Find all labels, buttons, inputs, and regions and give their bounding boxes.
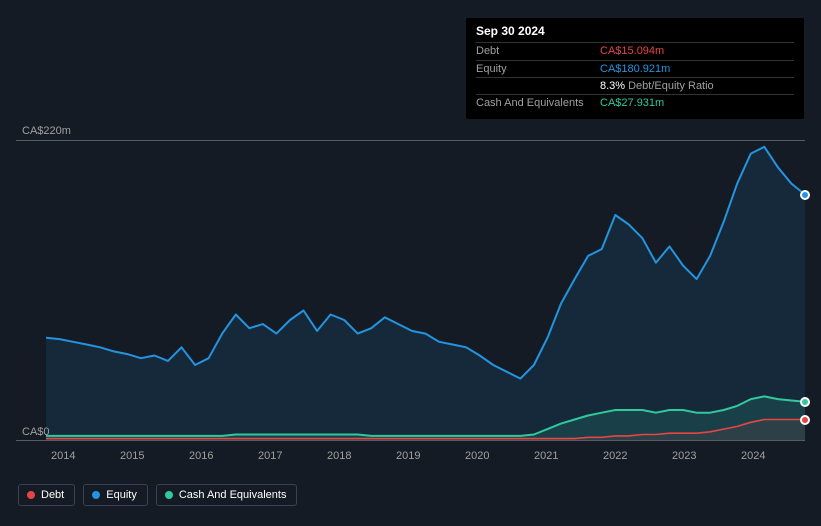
tooltip-row: DebtCA$15.094m [476, 42, 794, 59]
legend-item[interactable]: Cash And Equivalents [156, 484, 298, 506]
tooltip-row-label: Cash And Equivalents [476, 97, 600, 110]
x-axis-tick: 2022 [603, 450, 627, 462]
tooltip-row: 8.3%Debt/Equity Ratio [476, 77, 794, 94]
legend-item-label: Debt [41, 489, 64, 501]
legend-item[interactable]: Equity [83, 484, 148, 506]
tooltip-row-label: Debt [476, 45, 600, 58]
legend-item-label: Cash And Equivalents [179, 489, 287, 501]
legend-dot-icon [27, 491, 35, 499]
x-axis-tick: 2014 [51, 450, 75, 462]
tooltip-row-value: CA$27.931m [600, 97, 664, 110]
legend-item[interactable]: Debt [18, 484, 75, 506]
series-end-marker [800, 415, 810, 425]
tooltip-row-value: CA$180.921m [600, 63, 670, 76]
x-axis-tick: 2017 [258, 450, 282, 462]
x-axis-tick: 2021 [534, 450, 558, 462]
legend: Debt Equity Cash And Equivalents [18, 484, 297, 506]
tooltip-row-value: CA$15.094m [600, 45, 664, 58]
area-chart [46, 140, 805, 440]
legend-dot-icon [92, 491, 100, 499]
x-axis-tick: 2024 [741, 450, 765, 462]
tooltip-row: EquityCA$180.921m [476, 60, 794, 77]
x-axis-tick: 2016 [189, 450, 213, 462]
tooltip-panel: Sep 30 2024 DebtCA$15.094mEquityCA$180.9… [466, 18, 804, 119]
series-end-marker [800, 397, 810, 407]
tooltip-row-label: Equity [476, 63, 600, 76]
y-axis-max-label: CA$220m [22, 125, 71, 137]
x-axis-tick: 2019 [396, 450, 420, 462]
legend-dot-icon [165, 491, 173, 499]
tooltip-row: Cash And EquivalentsCA$27.931m [476, 94, 794, 111]
tooltip-row-value: 8.3% [600, 80, 625, 93]
x-axis-tick: 2020 [465, 450, 489, 462]
tooltip-row-label [476, 80, 600, 93]
x-axis-tick: 2018 [327, 450, 351, 462]
x-axis-tick: 2015 [120, 450, 144, 462]
legend-item-label: Equity [106, 489, 137, 501]
tooltip-date: Sep 30 2024 [476, 24, 794, 38]
tooltip-row-extra: Debt/Equity Ratio [628, 80, 714, 93]
chart-baseline [16, 440, 805, 441]
x-axis-tick: 2023 [672, 450, 696, 462]
x-axis: 2014 2015 2016 2017 2018 2019 2020 2021 2022 2023… [0, 450, 821, 470]
series-end-marker [800, 190, 810, 200]
